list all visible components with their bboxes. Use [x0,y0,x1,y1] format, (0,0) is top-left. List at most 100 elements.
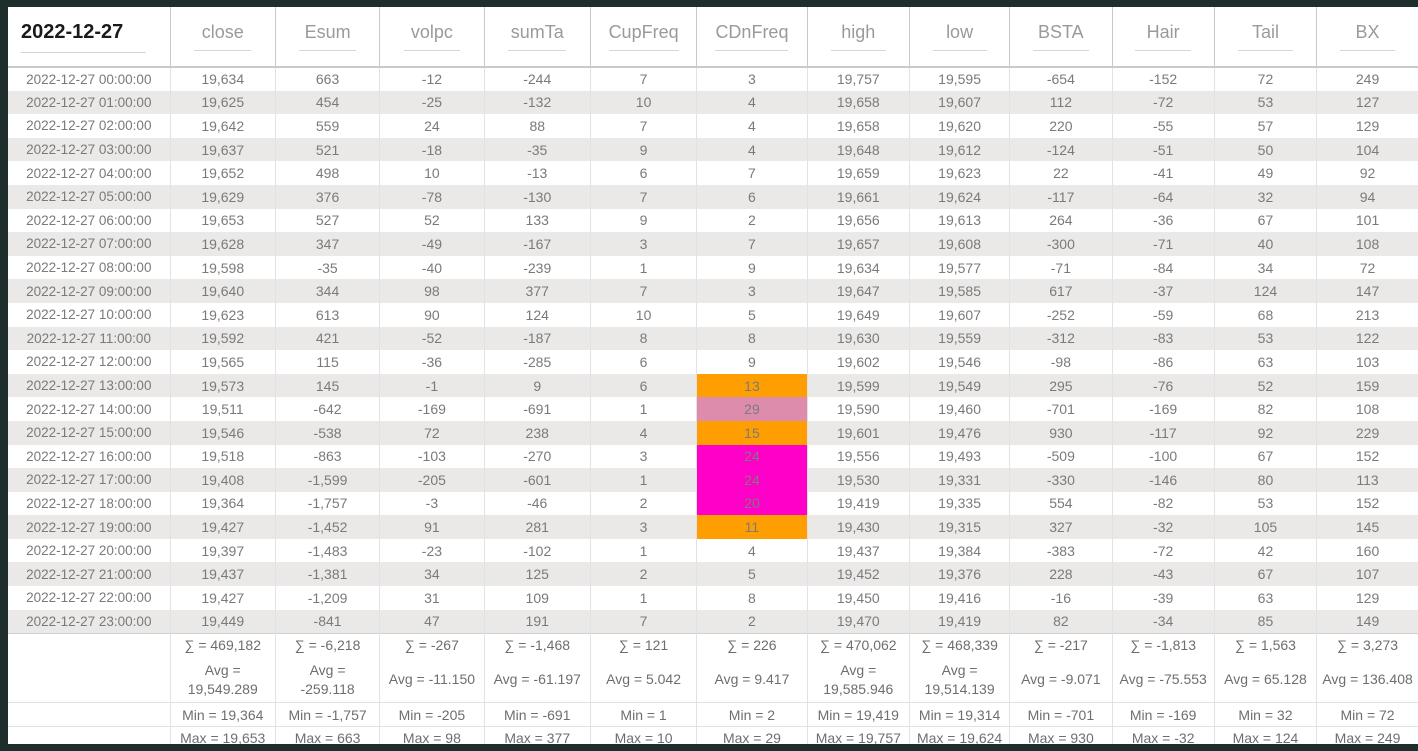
cell-low: 19,419 [909,609,1011,634]
cell-sumta: -130 [484,184,591,209]
cell-tail: 42 [1214,538,1318,563]
cell-close: 19,629 [170,184,276,209]
table-row[interactable]: 2022-12-27 12:00:00 19,565 115 -36 -285 6 9 19,… [8,350,1418,374]
column-header-label: Hair [1135,22,1191,51]
column-header-label: BSTA [1033,22,1089,51]
row-index-cell: 2022-12-27 23:00:00 [8,609,171,634]
cell-bsta: -654 [1009,67,1113,91]
cell-high: 19,648 [807,137,910,162]
cell-bx: 108 [1316,232,1418,256]
column-header-tail[interactable]: Tail [1214,7,1318,68]
cell-close: 19,652 [170,161,276,185]
column-header-close[interactable]: close [170,7,276,68]
cell-cupfreq: 9 [590,208,698,233]
cell-low: 19,595 [909,67,1011,91]
cell-hair: -72 [1112,90,1215,115]
cell-hair: -41 [1112,161,1215,185]
cell-sumta: 133 [484,208,591,233]
row-index-cell: 2022-12-27 00:00:00 [8,67,171,91]
cell-close: 19,637 [170,137,276,162]
cell-high: 19,450 [807,586,910,610]
column-header-label: volpc [403,22,461,51]
cell-bsta: -383 [1009,538,1113,563]
cell-close: 19,628 [170,232,276,256]
column-header-cupfreq[interactable]: CupFreq [590,7,698,68]
table-row[interactable]: 2022-12-27 04:00:00 19,652 498 10 -13 6 7 19,65… [8,161,1418,185]
table-row[interactable]: 2022-12-27 10:00:00 19,623 613 90 124 10 5 19,6… [8,302,1418,327]
summary-max-cell-bx: Max = 249 [1316,725,1418,744]
table-row[interactable]: 2022-12-27 05:00:00 19,629 376 -78 -130 7 6 19,… [8,184,1418,209]
column-header-hair[interactable]: Hair [1112,7,1215,68]
column-header-low[interactable]: low [909,7,1011,68]
cell-hair: -72 [1112,538,1215,563]
cell-tail: 50 [1214,137,1318,162]
row-index-cell: 2022-12-27 15:00:00 [8,420,171,445]
cell-bx: 72 [1316,255,1418,280]
summary-min-cell-cupfreq: Min = 1 [590,702,698,727]
cell-high: 19,470 [807,609,910,634]
table-row[interactable]: 2022-12-27 19:00:00 19,427 -1,452 91 281 3 11 1… [8,515,1418,539]
cell-tail: 67 [1214,562,1318,587]
cell-close: 19,518 [170,444,276,469]
table-row[interactable]: 2022-12-27 20:00:00 19,397 -1,483 -23 -102 1 4… [8,538,1418,563]
table-row[interactable]: 2022-12-27 11:00:00 19,592 421 -52 -187 8 8 19,… [8,326,1418,351]
summary-avg-cell-bx: Avg = 136.408 [1316,656,1418,703]
cell-bsta: 82 [1009,609,1113,634]
column-header-bx[interactable]: BX [1316,7,1418,68]
cell-hair: -32 [1112,515,1215,539]
table-row[interactable]: 2022-12-27 03:00:00 19,637 521 -18 -35 9 4 19,6… [8,137,1418,162]
table-row[interactable]: 2022-12-27 17:00:00 19,408 -1,599 -205 -601 1… [8,468,1418,492]
cell-sumta: 125 [484,562,591,587]
cell-volpc: 34 [379,562,485,587]
cell-bsta: -71 [1009,255,1113,280]
summary-avg-cell-bsta: Avg = -9.071 [1009,656,1113,703]
cell-volpc: 47 [379,609,485,634]
cell-low: 19,476 [909,420,1011,445]
table-row[interactable]: 2022-12-27 07:00:00 19,628 347 -49 -167 3 7 19,… [8,232,1418,256]
cell-esum: 559 [275,114,381,138]
cell-cupfreq: 3 [590,515,698,539]
table-row[interactable]: 2022-12-27 16:00:00 19,518 -863 -103 -270 3 24… [8,444,1418,469]
table-row[interactable]: 2022-12-27 13:00:00 19,573 145 -1 9 6 13 19,599… [8,373,1418,398]
table-row[interactable]: 2022-12-27 23:00:00 19,449 -841 47 191 7 2 19,4… [8,609,1418,634]
column-header-high[interactable]: high [807,7,910,68]
column-header-sumta[interactable]: sumTa [484,7,591,68]
summary-avg-cell-close: Avg = 19,549.289 [170,656,276,703]
cell-cupfreq: 8 [590,326,698,351]
column-header-volpc[interactable]: volpc [379,7,485,68]
cell-volpc: -3 [379,491,485,516]
column-header-esum[interactable]: Esum [275,7,381,68]
cell-cdnfreq: 5 [696,562,808,587]
table-row[interactable]: 2022-12-27 14:00:00 19,511 -642 -169 -691 1 29… [8,397,1418,421]
cell-low: 19,493 [909,444,1011,469]
table-row[interactable]: 2022-12-27 01:00:00 19,625 454 -25 -132 10 4 19… [8,90,1418,115]
summary-max-cell-low: Max = 19,624 [909,725,1011,744]
summary-sum-cell-bsta: ∑ = -217 [1009,632,1113,657]
cell-close: 19,427 [170,586,276,610]
cell-volpc: -49 [379,232,485,256]
summary-row-avg: Avg = 19,549.289 Avg = -259.118 Avg = -11.… [8,656,1418,703]
cell-esum: -863 [275,444,381,469]
cell-bsta: -312 [1009,326,1113,351]
table-row[interactable]: 2022-12-27 08:00:00 19,598 -35 -40 -239 1 9 19,… [8,255,1418,280]
column-header-cdnfreq[interactable]: CDnFreq [696,7,808,68]
table-row[interactable]: 2022-12-27 21:00:00 19,437 -1,381 34 125 2 5 19… [8,562,1418,587]
row-index-cell: 2022-12-27 19:00:00 [8,515,171,539]
table-row[interactable]: 2022-12-27 15:00:00 19,546 -538 72 238 4 15 19,… [8,420,1418,445]
column-header-bsta[interactable]: BSTA [1009,7,1113,68]
row-index-cell: 2022-12-27 17:00:00 [8,468,171,492]
table-row[interactable]: 2022-12-27 22:00:00 19,427 -1,209 31 109 1 8 19… [8,586,1418,610]
table-row[interactable]: 2022-12-27 06:00:00 19,653 527 52 133 9 2 19,65… [8,208,1418,233]
table-row[interactable]: 2022-12-27 00:00:00 19,634 663 -12 -244 7 3 19,… [8,67,1418,91]
column-header-label: high [830,22,886,51]
summary-min-cell-cdnfreq: Min = 2 [696,702,808,727]
cell-cupfreq: 1 [590,586,698,610]
column-header-index[interactable]: 2022-12-27 [8,7,171,68]
cell-cupfreq: 1 [590,255,698,280]
table-row[interactable]: 2022-12-27 09:00:00 19,640 344 98 377 7 3 19,64… [8,279,1418,303]
table-row[interactable]: 2022-12-27 18:00:00 19,364 -1,757 -3 -46 2 20 1… [8,491,1418,516]
summary-max-cell-bsta: Max = 930 [1009,725,1113,744]
table-row[interactable]: 2022-12-27 02:00:00 19,642 559 24 88 7 4 19,658… [8,114,1418,138]
cell-bsta: -16 [1009,586,1113,610]
cell-tail: 49 [1214,161,1318,185]
